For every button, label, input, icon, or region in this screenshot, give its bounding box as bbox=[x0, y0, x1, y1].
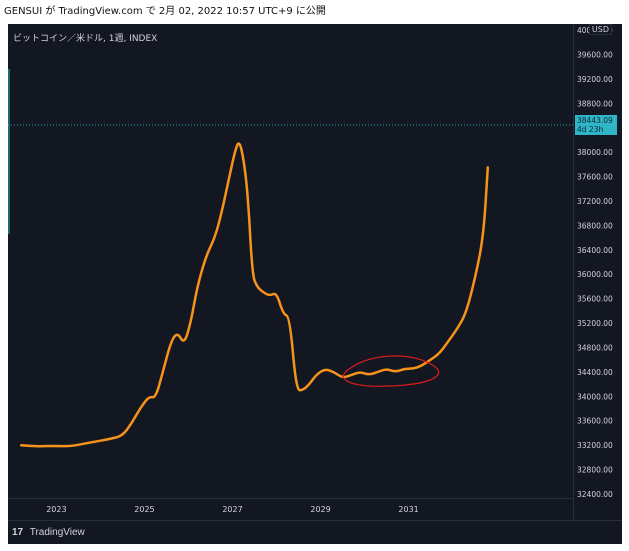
symbol-title: ビットコイン／米ドル, 1週, INDEX bbox=[13, 34, 158, 44]
tradingview-brand[interactable]: 17 TradingView bbox=[12, 527, 85, 538]
y-tick-label: 36400.00 bbox=[577, 246, 613, 255]
x-tick-label: 2023 bbox=[46, 505, 66, 514]
current-price-tag: 38443.09 4d 23h bbox=[575, 115, 617, 135]
x-tick-label: 2027 bbox=[222, 505, 242, 514]
y-tick-label: 38800.00 bbox=[577, 99, 613, 108]
y-tick-label: 33600.00 bbox=[577, 417, 613, 426]
y-tick-label: 32400.00 bbox=[577, 490, 613, 499]
y-tick-label: 35200.00 bbox=[577, 319, 613, 328]
chart-footer: 17 TradingView bbox=[8, 520, 622, 544]
y-tick-label: 35600.00 bbox=[577, 295, 613, 304]
bar-countdown: 4d 23h bbox=[577, 125, 604, 134]
currency-label: USD bbox=[588, 24, 612, 35]
tradingview-logo-icon: 17 bbox=[12, 527, 24, 538]
y-tick-label: 39600.00 bbox=[577, 50, 613, 59]
y-tick-label: 37600.00 bbox=[577, 173, 613, 182]
y-tick-label: 37200.00 bbox=[577, 197, 613, 206]
price-axis[interactable] bbox=[573, 24, 622, 520]
series-line bbox=[19, 142, 490, 448]
current-price-value: 38443.09 bbox=[577, 116, 613, 125]
annotation-ellipse bbox=[342, 355, 440, 387]
y-tick-label: 33200.00 bbox=[577, 441, 613, 450]
y-tick-label: 34400.00 bbox=[577, 368, 613, 377]
y-tick-label: 34000.00 bbox=[577, 392, 613, 401]
y-tick-label: 36800.00 bbox=[577, 221, 613, 230]
chart-panel[interactable]: 32400.00 32800.00 33200.00 33600.00 34000.00… bbox=[8, 24, 622, 544]
price-chart[interactable]: 32400.00 32800.00 33200.00 33600.00 34000.00… bbox=[8, 24, 622, 520]
publish-info-header: GENSUI が TradingView.com で 2月 02, 2022 1… bbox=[0, 0, 629, 24]
brand-name: TradingView bbox=[29, 527, 85, 538]
y-tick-label: 32800.00 bbox=[577, 466, 613, 475]
publish-info-text: GENSUI が TradingView.com で 2月 02, 2022 1… bbox=[4, 6, 326, 17]
y-tick-label: 39200.00 bbox=[577, 75, 613, 84]
time-axis[interactable] bbox=[8, 498, 573, 521]
x-tick-label: 2031 bbox=[398, 505, 418, 514]
x-tick-label: 2025 bbox=[134, 505, 154, 514]
y-tick-label: 38000.00 bbox=[577, 148, 613, 157]
y-tick-label: 34800.00 bbox=[577, 343, 613, 352]
y-tick-label: 36000.00 bbox=[577, 270, 613, 279]
x-tick-label: 2029 bbox=[310, 505, 330, 514]
x-axis-ticks: 2023 2025 2027 2029 2031 bbox=[46, 505, 419, 514]
